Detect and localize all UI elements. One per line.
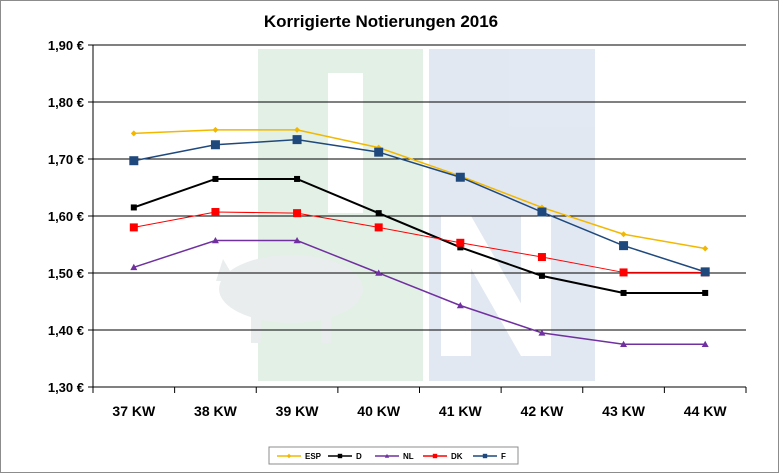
data-point xyxy=(620,231,627,238)
series-line xyxy=(133,211,706,273)
data-point xyxy=(457,244,464,251)
data-point xyxy=(455,172,465,182)
data-point xyxy=(374,223,383,232)
legend-label: DK xyxy=(451,452,463,461)
series-line xyxy=(133,239,706,345)
data-point xyxy=(456,301,464,309)
x-tick-label: 38 KW xyxy=(194,403,238,419)
data-point xyxy=(375,269,383,276)
series-layer xyxy=(129,126,710,348)
data-point xyxy=(293,209,302,218)
legend-label: ESP xyxy=(305,452,322,461)
chart-title: Korrigierte Notierungen 2016 xyxy=(264,12,498,31)
data-point xyxy=(129,223,138,232)
legend-item-esp: ESP xyxy=(277,452,322,461)
legend-item-nl: NL xyxy=(375,452,414,461)
data-point xyxy=(620,340,628,348)
x-tick-label: 44 KW xyxy=(684,403,728,419)
legend-marker xyxy=(286,453,292,459)
y-tick-label: 1,40 € xyxy=(48,323,84,338)
x-tick-label: 39 KW xyxy=(276,403,320,419)
legend-marker xyxy=(432,453,438,459)
legend-item-f: F xyxy=(473,452,506,461)
y-tick-label: 1,60 € xyxy=(48,209,84,224)
series-nl xyxy=(130,237,709,348)
data-point xyxy=(129,156,139,166)
data-point xyxy=(538,272,545,279)
y-tick-label: 1,70 € xyxy=(48,152,84,167)
data-point xyxy=(619,241,629,251)
data-point xyxy=(620,289,627,296)
x-tick-label: 37 KW xyxy=(112,403,156,419)
data-point xyxy=(537,207,547,217)
series-f xyxy=(129,135,710,277)
data-point xyxy=(700,267,710,277)
legend-label: D xyxy=(356,452,362,461)
data-point xyxy=(456,238,465,247)
data-point xyxy=(210,140,220,150)
series-line xyxy=(133,129,706,250)
y-tick-label: 1,30 € xyxy=(48,380,84,395)
legend: ESP D NL DK F xyxy=(268,446,519,465)
legend-marker xyxy=(384,453,390,458)
chart-axes xyxy=(88,44,747,393)
data-point xyxy=(702,289,709,296)
data-point xyxy=(130,204,137,211)
y-tick-label: 1,90 € xyxy=(48,38,84,53)
legend-item-d: D xyxy=(328,452,362,461)
data-point xyxy=(293,237,301,244)
data-point xyxy=(212,126,219,133)
x-tick-label: 43 KW xyxy=(602,403,646,419)
legend-label: NL xyxy=(403,452,414,461)
data-point xyxy=(292,135,302,145)
x-tick-label: 41 KW xyxy=(439,403,483,419)
data-point xyxy=(702,245,709,252)
series-d xyxy=(130,175,709,296)
x-axis-ticks: 37 KW 38 KW 39 KW 40 KW 41 KW 42 KW 43 KW 44 KW xyxy=(112,403,727,419)
data-point xyxy=(130,263,138,271)
data-point xyxy=(537,253,546,262)
data-point xyxy=(294,175,301,182)
data-point xyxy=(130,130,137,137)
data-point xyxy=(374,147,384,157)
y-tick-label: 1,50 € xyxy=(48,266,84,281)
legend-marker xyxy=(482,453,488,459)
legend-label: F xyxy=(501,452,506,461)
data-point xyxy=(211,208,220,217)
data-point xyxy=(211,237,219,244)
data-point xyxy=(619,268,628,277)
legend-marker xyxy=(337,453,343,459)
x-tick-label: 40 KW xyxy=(357,403,401,419)
x-tick-label: 42 KW xyxy=(521,403,565,419)
data-point xyxy=(538,329,546,336)
data-point xyxy=(375,210,382,217)
y-tick-label: 1,80 € xyxy=(48,95,84,110)
legend-item-dk: DK xyxy=(423,452,463,461)
y-axis-ticks: 1,30 € 1,40 € 1,50 € 1,60 € 1,70 € 1,80 € 1,90… xyxy=(48,38,84,395)
series-line xyxy=(133,177,706,294)
data-point xyxy=(212,175,219,182)
data-point xyxy=(701,340,709,348)
series-line xyxy=(133,138,706,273)
